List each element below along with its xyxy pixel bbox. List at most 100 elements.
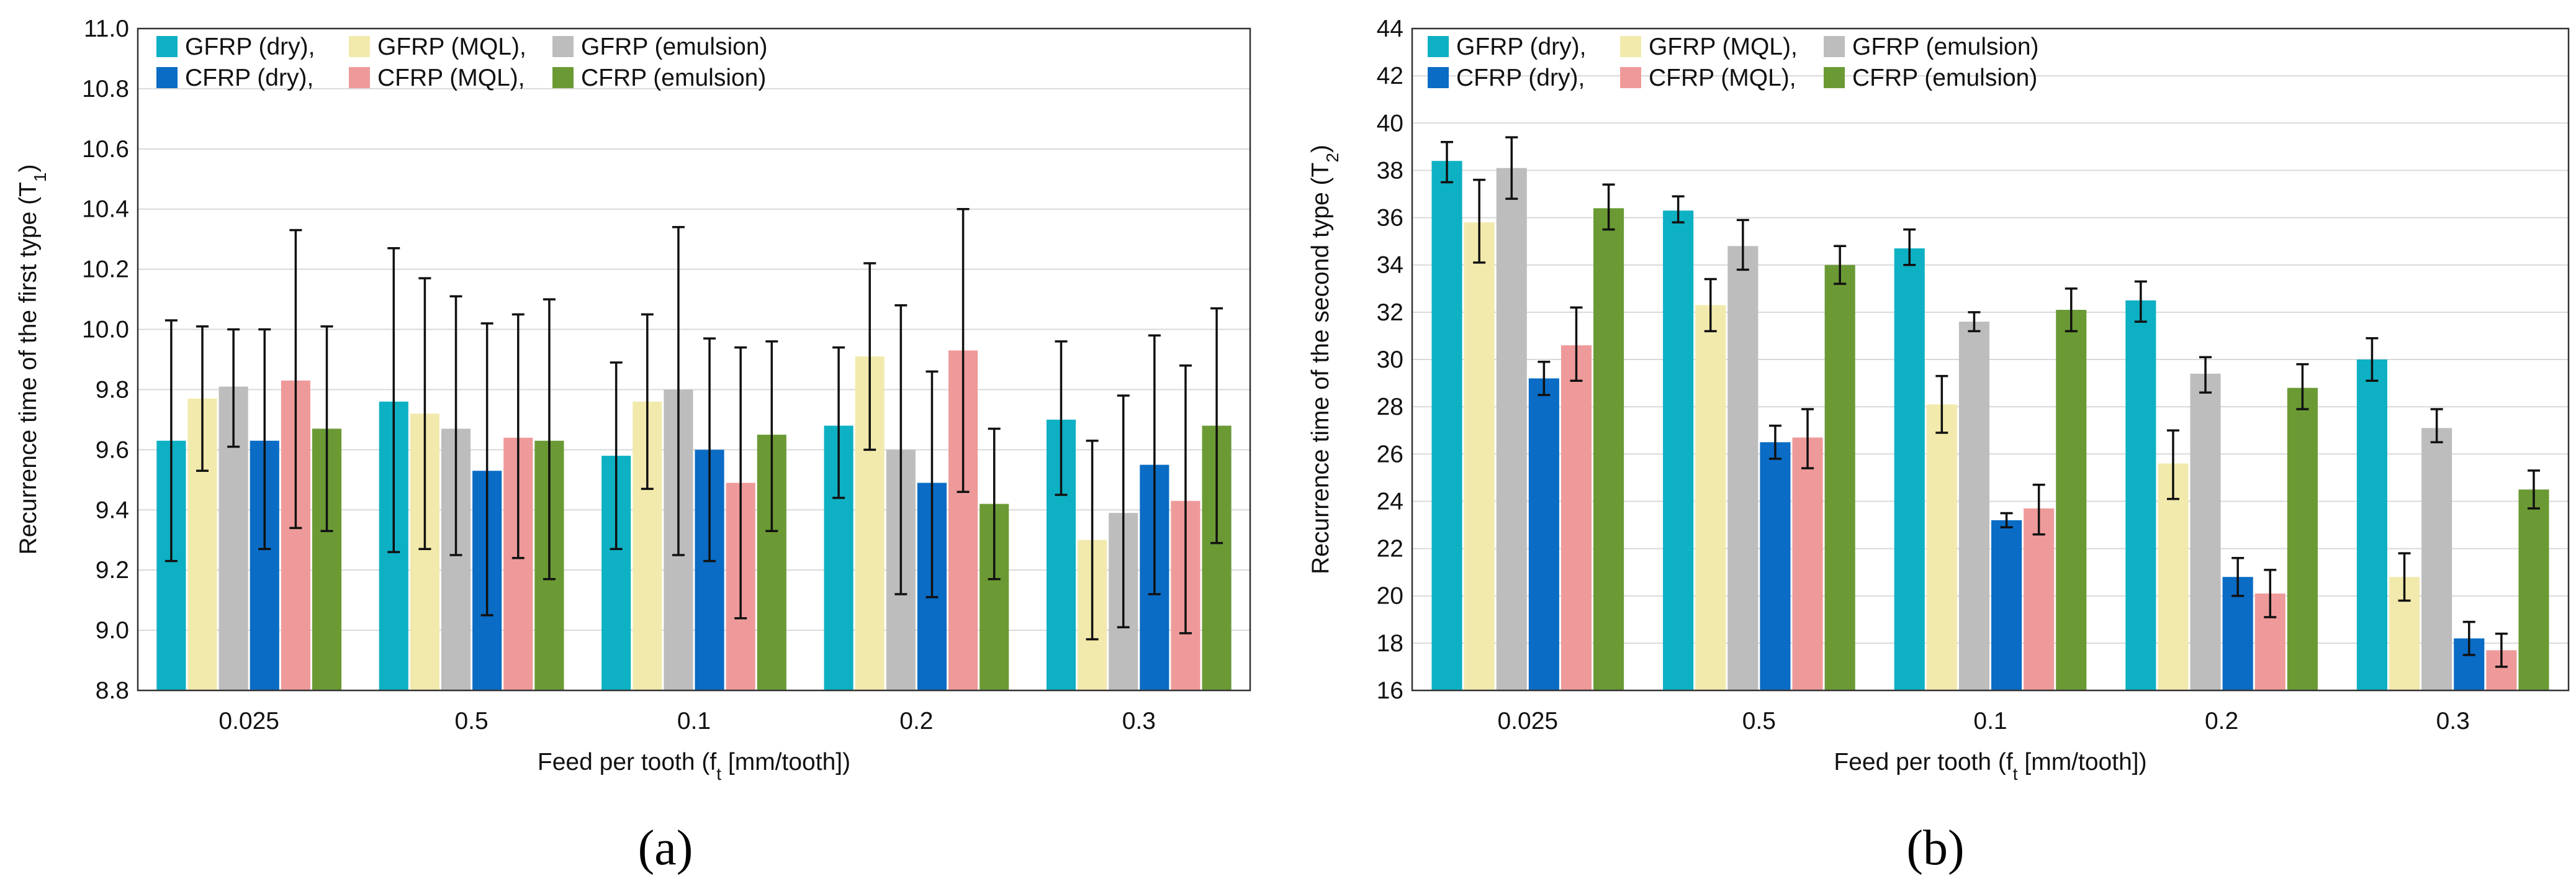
- a-y-tick-label: 10.4: [82, 196, 129, 223]
- a-error-bar: [164, 319, 178, 563]
- a-error-bar: [925, 370, 939, 599]
- a-error-bar: [387, 246, 400, 553]
- b-bar-cfrp-emulsion-1: [1824, 264, 1855, 690]
- b-x-tick-label: 0.5: [1742, 708, 1776, 735]
- b-error-bar: [2199, 356, 2212, 394]
- b-y-tick-label: 20: [1377, 583, 1403, 610]
- a-y-tick-label: 10.8: [82, 76, 129, 102]
- b-error-bar: [1935, 374, 1948, 434]
- a-plot-frame: [137, 27, 1251, 692]
- a-legend-swatch: [552, 36, 574, 57]
- b-error-bar: [2065, 287, 2078, 333]
- a-error-bar: [543, 298, 556, 581]
- b-x-axis-title-main: Feed per tooth (f: [1834, 749, 2012, 775]
- a-x-axis-title-main: Feed per tooth (f: [538, 749, 716, 775]
- a-y-tick-label: 11.0: [84, 16, 129, 42]
- b-y-tick-label: 24: [1377, 488, 1403, 515]
- b-legend-label: CFRP (dry),: [1456, 65, 1585, 91]
- a-y-tick-label: 9.4: [96, 497, 129, 523]
- a-x-tick-label: 0.2: [899, 708, 933, 735]
- b-x-tick-label: 0.3: [2436, 708, 2470, 735]
- b-x-axis-title-sub: t: [2013, 764, 2018, 784]
- b-x-tick-label: 0.025: [1497, 708, 1558, 735]
- chart-a: 8.89.09.29.49.69.810.010.210.410.610.811…: [15, 16, 1251, 875]
- a-error-bar: [703, 337, 716, 563]
- b-error-bar: [2495, 632, 2508, 668]
- b-y-tick-label: 32: [1377, 299, 1403, 326]
- b-x-tick-label: 0.2: [2205, 708, 2238, 735]
- b-bar-gfrp-dry-0: [1431, 161, 1462, 690]
- b-y-tick-label: 42: [1377, 63, 1403, 89]
- b-bar-gfrp-mql-0: [1464, 222, 1495, 691]
- a-legend-label: CFRP (dry),: [185, 65, 313, 91]
- a-error-bar: [957, 207, 970, 493]
- b-error-bar: [1834, 245, 1847, 285]
- a-error-bar: [894, 304, 907, 595]
- a-error-bar: [258, 328, 271, 551]
- b-legend-swatch: [1824, 36, 1845, 57]
- b-y-axis-title-sub: 2: [1323, 153, 1342, 163]
- a-y-axis-title: Recurrence time of the first type (T1): [15, 165, 50, 555]
- b-error-bar: [1570, 306, 1583, 382]
- a-y-axis-title-sub: 1: [30, 173, 50, 183]
- b-legend-swatch: [1824, 67, 1845, 88]
- b-error-bar: [1736, 219, 1749, 271]
- b-error-bar: [1968, 311, 1981, 333]
- a-error-bar: [1086, 440, 1099, 641]
- b-error-bar: [1538, 361, 1551, 396]
- a-legend-label: GFRP (MQL),: [377, 34, 526, 60]
- a-error-bar: [418, 277, 431, 551]
- b-error-bar: [2166, 429, 2179, 500]
- b-error-bar: [2398, 552, 2411, 602]
- b-error-bar: [1602, 183, 1615, 231]
- a-legend-swatch: [349, 67, 370, 88]
- b-error-bar: [2134, 280, 2147, 323]
- b-y-tick-label: 22: [1377, 536, 1403, 563]
- a-legend-swatch: [156, 67, 178, 88]
- b-bar-cfrp-dry-0: [1528, 378, 1559, 690]
- b-bar-gfrp-mql-2: [1926, 404, 1957, 690]
- b-y-tick-label: 28: [1377, 394, 1403, 420]
- b-legend-label: GFRP (dry),: [1456, 34, 1586, 60]
- a-y-axis-title-tail: ): [15, 165, 42, 173]
- a-error-bar: [1179, 364, 1192, 635]
- b-bar-cfrp-emulsion-3: [2287, 387, 2318, 690]
- a-error-bar: [1148, 334, 1161, 595]
- b-legend-label: GFRP (emulsion): [1852, 34, 2039, 60]
- b-legend-label: CFRP (MQL),: [1649, 65, 1796, 91]
- b-error-bar: [2231, 557, 2245, 597]
- b-bar-cfrp-mql-1: [1792, 437, 1823, 690]
- b-bar-cfrp-emulsion-4: [2518, 489, 2549, 690]
- a-error-bar: [1210, 307, 1223, 545]
- a-panel-label: (a): [638, 821, 693, 875]
- b-error-bar: [1505, 136, 1518, 200]
- a-legend-swatch: [156, 36, 178, 57]
- b-bar-gfrp-dry-1: [1663, 210, 1694, 690]
- a-x-axis-title-tail: [mm/tooth]): [721, 749, 850, 775]
- a-error-bar: [641, 313, 654, 490]
- a-x-axis-title: Feed per tooth (ft [mm/tooth]): [538, 749, 850, 784]
- b-x-axis-title-tail: [mm/tooth]): [2018, 749, 2147, 775]
- b-error-bar: [1801, 408, 1814, 469]
- b-error-bar: [2032, 484, 2045, 536]
- b-y-tick-label: 18: [1377, 630, 1403, 657]
- b-error-bar: [1672, 195, 1685, 224]
- b-legend-swatch: [1620, 36, 1641, 57]
- b-bar-gfrp-dry-2: [1894, 248, 1925, 690]
- a-x-tick-label: 0.3: [1122, 708, 1156, 735]
- b-plot-frame: [1411, 27, 2570, 692]
- b-y-tick-label: 40: [1377, 110, 1403, 137]
- b-bar-gfrp-dry-4: [2356, 359, 2387, 690]
- a-bars: [156, 350, 1232, 690]
- a-error-bar: [672, 226, 685, 556]
- b-x-axis-title: Feed per tooth (ft [mm/tooth]): [1834, 749, 2146, 784]
- a-error-bar: [734, 346, 747, 620]
- b-y-tick-label: 26: [1377, 441, 1403, 468]
- a-error-bar: [289, 228, 302, 530]
- b-error-bar: [2000, 512, 2013, 529]
- b-y-tick-label: 36: [1377, 205, 1403, 232]
- b-y-tick-label: 44: [1377, 16, 1403, 42]
- b-error-bar: [2462, 620, 2475, 656]
- b-y-tick-label: 16: [1377, 677, 1403, 704]
